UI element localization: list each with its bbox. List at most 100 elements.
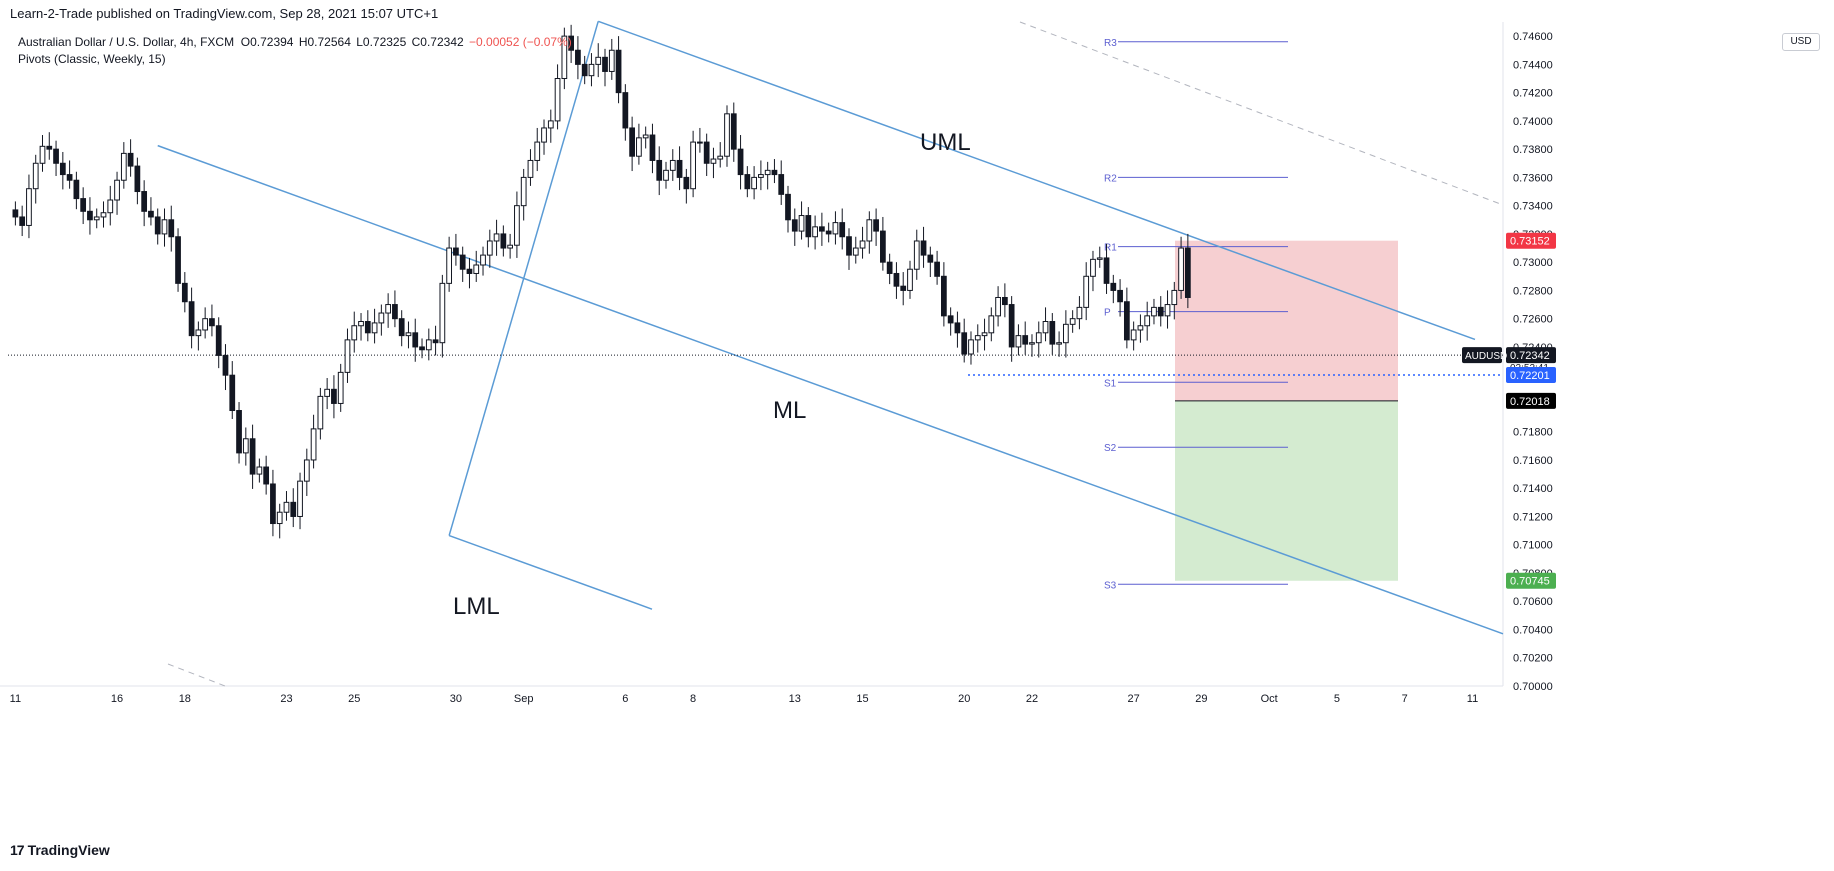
candle-down bbox=[181, 282, 188, 303]
legend-change: −0.00052 (−0.07%) bbox=[469, 35, 572, 49]
candle-up bbox=[297, 480, 303, 517]
candle-down bbox=[703, 141, 710, 164]
time-tick-label: 23 bbox=[280, 693, 292, 705]
candle-down bbox=[398, 318, 405, 337]
candle-up bbox=[446, 247, 453, 284]
candle-up bbox=[554, 78, 561, 122]
candle-up bbox=[724, 113, 730, 157]
candle-up bbox=[520, 176, 527, 207]
candle-down bbox=[364, 321, 371, 334]
target-price-label: 0.70745 bbox=[1510, 576, 1550, 588]
candle-down bbox=[819, 226, 825, 232]
currency-badge[interactable]: USD bbox=[1782, 33, 1820, 51]
price-tick-label: 0.72800 bbox=[1513, 285, 1553, 297]
candle-down bbox=[87, 210, 93, 221]
candle-up bbox=[561, 35, 568, 80]
price-tick-label: 0.73400 bbox=[1513, 201, 1553, 213]
candle-down bbox=[249, 438, 256, 475]
candle-up bbox=[283, 501, 290, 513]
legend-close: C0.72342 bbox=[411, 35, 464, 49]
candle-down bbox=[236, 410, 242, 454]
candle-up bbox=[1083, 275, 1090, 308]
candle-down bbox=[927, 254, 934, 263]
candle-up bbox=[351, 325, 358, 341]
candle-down bbox=[53, 148, 59, 164]
candle-up bbox=[1178, 247, 1184, 291]
candle-down bbox=[791, 219, 798, 232]
candle-down bbox=[744, 174, 751, 190]
candle-down bbox=[270, 483, 276, 525]
logo-mark-icon: 17 bbox=[10, 842, 25, 858]
price-tick-label: 0.71800 bbox=[1513, 427, 1553, 439]
alert-price-label-bg bbox=[1506, 367, 1556, 384]
time-tick-label: 6 bbox=[622, 693, 628, 705]
time-tick-label: 7 bbox=[1402, 693, 1408, 705]
candle-up bbox=[534, 141, 541, 161]
top-bar: Learn-2-Trade published on TradingView.c… bbox=[0, 0, 1834, 26]
price-tick-label: 0.74400 bbox=[1513, 59, 1553, 71]
pivot-label-p: P bbox=[1104, 308, 1111, 319]
candle-up bbox=[493, 233, 500, 242]
time-tick-label: Sep bbox=[514, 693, 534, 705]
candle-down bbox=[188, 301, 195, 337]
candle-up bbox=[907, 268, 913, 291]
candle-up bbox=[405, 332, 412, 337]
candle-down bbox=[215, 325, 222, 356]
price-tick-label: 0.73600 bbox=[1513, 172, 1553, 184]
candle-up bbox=[256, 466, 263, 475]
candle-up bbox=[697, 141, 703, 144]
candle-down bbox=[1022, 335, 1029, 345]
price-tick-label: 0.70600 bbox=[1513, 596, 1553, 608]
candle-down bbox=[466, 268, 473, 274]
candle-up bbox=[486, 240, 493, 256]
time-tick-label: 13 bbox=[789, 693, 801, 705]
candle-up bbox=[636, 137, 642, 157]
candle-down bbox=[331, 388, 337, 404]
candle-down bbox=[629, 127, 635, 157]
label-lml: LML bbox=[453, 593, 500, 620]
candle-down bbox=[419, 346, 425, 351]
candle-down bbox=[59, 162, 66, 176]
candle-down bbox=[649, 134, 656, 161]
candle-up bbox=[798, 215, 805, 232]
legend-indicator[interactable]: Pivots (Classic, Weekly, 15) bbox=[18, 52, 166, 66]
candle-up bbox=[310, 428, 317, 461]
target-price-label-bg bbox=[1506, 572, 1556, 589]
candle-down bbox=[1157, 306, 1164, 317]
candle-down bbox=[46, 145, 53, 150]
candle-up bbox=[1035, 332, 1042, 344]
candle-down bbox=[920, 240, 927, 256]
candle-up bbox=[107, 199, 114, 214]
publisher-text: Learn-2-Trade published on TradingView.c… bbox=[10, 6, 439, 21]
candle-up bbox=[690, 141, 696, 190]
price-tick-label: 0.71000 bbox=[1513, 540, 1553, 552]
candle-up bbox=[1090, 258, 1096, 277]
time-tick-label: 18 bbox=[179, 693, 191, 705]
candle-up bbox=[527, 159, 534, 178]
candle-up bbox=[974, 335, 981, 341]
candle-down bbox=[1049, 321, 1056, 345]
candle-down bbox=[581, 63, 588, 77]
candle-up bbox=[385, 304, 392, 314]
tradingview-logo[interactable]: 17 TradingView bbox=[10, 842, 110, 858]
candle-up bbox=[317, 395, 324, 430]
time-tick-label: 30 bbox=[450, 693, 462, 705]
candle-down bbox=[886, 261, 893, 274]
candle-down bbox=[1001, 296, 1008, 306]
candle-down bbox=[392, 304, 398, 320]
pivot-label-r2: R2 bbox=[1104, 173, 1117, 184]
candle-down bbox=[846, 236, 852, 256]
stop-price-label: 0.73152 bbox=[1510, 236, 1550, 248]
candle-up bbox=[1029, 342, 1035, 345]
price-tick-label: 0.71600 bbox=[1513, 455, 1553, 467]
candle-down bbox=[873, 219, 879, 232]
candle-down bbox=[934, 261, 940, 277]
candle-down bbox=[771, 169, 778, 176]
candle-up bbox=[1076, 306, 1083, 320]
candle-up bbox=[100, 212, 107, 218]
candle-up bbox=[608, 49, 615, 72]
candle-up bbox=[812, 226, 818, 238]
price-tick-label: 0.74000 bbox=[1513, 116, 1553, 128]
